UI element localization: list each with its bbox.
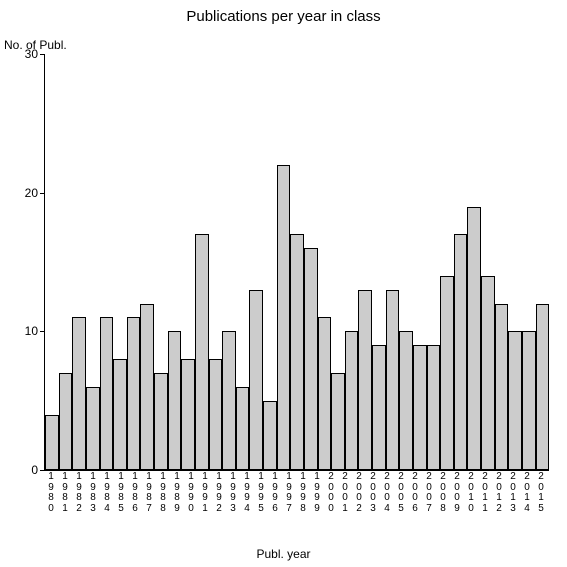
bar — [522, 331, 536, 470]
x-tick-label: 2014 — [520, 472, 534, 514]
x-tick-label: 2001 — [338, 472, 352, 514]
bar — [331, 373, 345, 470]
x-tick-label: 1991 — [198, 472, 212, 514]
x-tick-label: 2006 — [408, 472, 422, 514]
bar — [304, 248, 318, 470]
x-tick-label: 1988 — [156, 472, 170, 514]
x-tick-label: 2000 — [324, 472, 338, 514]
x-tick-label: 1987 — [142, 472, 156, 514]
bar — [249, 290, 263, 470]
y-tick-mark — [40, 193, 45, 194]
x-tick-label: 1980 — [44, 472, 58, 514]
x-tick-labels: 1980198119821983198419851986198719881989… — [44, 472, 548, 514]
bar — [536, 304, 550, 470]
bar — [386, 290, 400, 470]
bar — [236, 387, 250, 470]
bar — [427, 345, 441, 470]
y-tick-label: 10 — [25, 324, 38, 338]
x-tick-label: 1989 — [170, 472, 184, 514]
bars — [45, 54, 549, 470]
bar — [181, 359, 195, 470]
x-tick-label: 2010 — [464, 472, 478, 514]
x-tick-label: 1981 — [58, 472, 72, 514]
bar — [59, 373, 73, 470]
bar — [345, 331, 359, 470]
x-tick-label: 2002 — [352, 472, 366, 514]
bar — [45, 415, 59, 470]
y-tick-label: 30 — [25, 47, 38, 61]
bar — [127, 317, 141, 470]
x-tick-label: 2008 — [436, 472, 450, 514]
bar — [440, 276, 454, 470]
x-tick-label: 1994 — [240, 472, 254, 514]
bar — [168, 331, 182, 470]
bar — [209, 359, 223, 470]
y-tick-label: 0 — [31, 463, 38, 477]
x-tick-label: 2015 — [534, 472, 548, 514]
bar — [318, 317, 332, 470]
y-tick-mark — [40, 54, 45, 55]
x-tick-label: 1990 — [184, 472, 198, 514]
x-tick-label: 1992 — [212, 472, 226, 514]
y-tick-mark — [40, 331, 45, 332]
bar — [372, 345, 386, 470]
bar — [277, 165, 291, 470]
plot-area — [44, 54, 549, 471]
y-tick-labels: 0102030 — [0, 54, 44, 470]
x-axis-label: Publ. year — [0, 547, 567, 561]
x-tick-label: 1997 — [282, 472, 296, 514]
bar — [86, 387, 100, 470]
bar — [195, 234, 209, 470]
bar — [113, 359, 127, 470]
bar — [508, 331, 522, 470]
x-tick-label: 1998 — [296, 472, 310, 514]
x-tick-label: 1983 — [86, 472, 100, 514]
x-tick-label: 2007 — [422, 472, 436, 514]
x-tick-label: 1999 — [310, 472, 324, 514]
x-tick-label: 2011 — [478, 472, 492, 514]
bar — [467, 207, 481, 470]
bar — [399, 331, 413, 470]
x-tick-label: 2013 — [506, 472, 520, 514]
bar — [222, 331, 236, 470]
bar — [154, 373, 168, 470]
x-tick-label: 1996 — [268, 472, 282, 514]
y-tick-mark — [40, 470, 45, 471]
x-tick-label: 1984 — [100, 472, 114, 514]
x-tick-label: 2004 — [380, 472, 394, 514]
x-tick-label: 2012 — [492, 472, 506, 514]
bar — [72, 317, 86, 470]
bar — [413, 345, 427, 470]
bar — [358, 290, 372, 470]
bar — [140, 304, 154, 470]
chart-title: Publications per year in class — [0, 8, 567, 25]
x-tick-label: 2003 — [366, 472, 380, 514]
x-tick-label: 1993 — [226, 472, 240, 514]
bar — [263, 401, 277, 470]
x-tick-label: 1982 — [72, 472, 86, 514]
chart-container: Publications per year in class No. of Pu… — [0, 0, 567, 567]
x-tick-label: 1986 — [128, 472, 142, 514]
x-tick-label: 1995 — [254, 472, 268, 514]
y-tick-label: 20 — [25, 186, 38, 200]
x-tick-label: 2005 — [394, 472, 408, 514]
x-tick-label: 2009 — [450, 472, 464, 514]
x-tick-label: 1985 — [114, 472, 128, 514]
bar — [290, 234, 304, 470]
bar — [495, 304, 509, 470]
bar — [481, 276, 495, 470]
bar — [454, 234, 468, 470]
bar — [100, 317, 114, 470]
